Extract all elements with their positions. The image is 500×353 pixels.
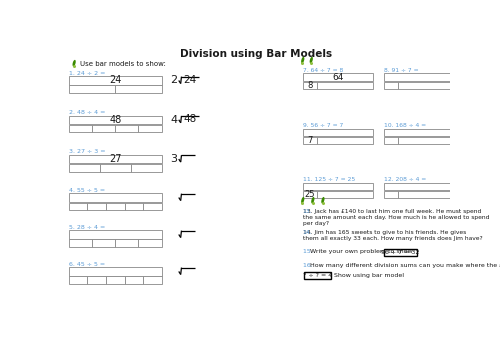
Bar: [138, 125, 162, 132]
Ellipse shape: [311, 197, 314, 203]
Text: 14. Jim has 165 sweets to give to his friends. He gives: 14. Jim has 165 sweets to give to his fr…: [303, 230, 466, 235]
Bar: [88, 203, 106, 210]
Text: 96 ÷ 7 = 32: 96 ÷ 7 = 32: [381, 251, 420, 256]
Bar: [143, 203, 162, 210]
Bar: [124, 276, 143, 284]
Text: Use bar models to show:: Use bar models to show:: [80, 61, 166, 67]
Bar: [143, 276, 162, 284]
Text: 4: 4: [170, 115, 177, 125]
Ellipse shape: [322, 197, 324, 203]
Text: 24: 24: [109, 76, 122, 85]
Text: 10. 168 ÷ 4 =: 10. 168 ÷ 4 =: [384, 123, 426, 128]
Bar: [92, 239, 115, 247]
Text: 11. 125 ÷ 7 = 25: 11. 125 ÷ 7 = 25: [303, 177, 355, 182]
Bar: [68, 164, 100, 172]
Text: 14.: 14.: [303, 230, 312, 235]
Text: 4. 55 ÷ 5 =: 4. 55 ÷ 5 =: [68, 188, 105, 193]
Text: 13.: 13.: [303, 209, 312, 214]
Text: per day?: per day?: [303, 221, 329, 226]
Bar: [303, 183, 372, 190]
Bar: [303, 191, 316, 198]
Bar: [304, 272, 330, 279]
Bar: [384, 128, 454, 136]
Bar: [68, 85, 115, 93]
Text: the same amount each day. How much is he allowed to spend: the same amount each day. How much is he…: [303, 215, 489, 220]
Text: them all exactly 33 each. How many friends does Jim have?: them all exactly 33 each. How many frien…: [303, 237, 482, 241]
Bar: [106, 203, 124, 210]
Bar: [68, 115, 162, 124]
Text: 8. 91 ÷ 7 =: 8. 91 ÷ 7 =: [384, 68, 419, 73]
Text: 48: 48: [109, 115, 122, 125]
Bar: [88, 276, 106, 284]
Bar: [124, 203, 143, 210]
Bar: [68, 203, 87, 210]
Text: 24: 24: [184, 75, 196, 85]
Bar: [316, 137, 372, 144]
Bar: [398, 191, 454, 198]
Text: 1. 24 ÷ 2 =: 1. 24 ÷ 2 =: [68, 71, 105, 76]
Text: 64: 64: [332, 72, 344, 82]
Bar: [398, 137, 454, 144]
Bar: [303, 73, 372, 81]
Bar: [398, 82, 454, 89]
Text: 15.: 15.: [303, 249, 314, 254]
Text: 5. 28 ÷ 4 =: 5. 28 ÷ 4 =: [68, 225, 105, 230]
Bar: [130, 164, 162, 172]
Text: 2: 2: [170, 76, 177, 85]
Text: 7. 64 ÷ 7 = 8: 7. 64 ÷ 7 = 8: [303, 68, 343, 73]
Text: ? ÷ ? = 4: ? ÷ ? = 4: [303, 273, 332, 278]
Bar: [303, 128, 372, 136]
Ellipse shape: [301, 57, 304, 63]
Text: 13. Jack has £140 to last him one full week. He must spend: 13. Jack has £140 to last him one full w…: [303, 209, 481, 214]
Bar: [303, 82, 316, 89]
Text: Show using bar model: Show using bar model: [334, 273, 404, 278]
Bar: [68, 230, 162, 239]
Bar: [92, 125, 115, 132]
Bar: [68, 125, 92, 132]
Bar: [100, 164, 130, 172]
Bar: [384, 73, 454, 81]
Bar: [316, 191, 372, 198]
Bar: [303, 137, 316, 144]
Ellipse shape: [301, 197, 304, 203]
Text: 7: 7: [307, 136, 312, 145]
Bar: [316, 82, 372, 89]
Text: 16.: 16.: [303, 263, 314, 268]
Text: 9. 56 ÷ 7 = 7: 9. 56 ÷ 7 = 7: [303, 123, 343, 128]
Text: Division using Bar Models: Division using Bar Models: [180, 49, 332, 59]
Bar: [68, 239, 92, 247]
Ellipse shape: [72, 60, 76, 66]
Text: 6. 45 ÷ 5 =: 6. 45 ÷ 5 =: [68, 262, 105, 267]
Bar: [106, 276, 124, 284]
Ellipse shape: [310, 57, 313, 63]
Text: 25: 25: [304, 190, 315, 199]
Text: 27: 27: [109, 154, 122, 164]
Bar: [384, 250, 416, 256]
Text: 3. 27 ÷ 3 =: 3. 27 ÷ 3 =: [68, 149, 105, 154]
Bar: [384, 191, 398, 198]
Bar: [68, 267, 162, 276]
Text: 2. 48 ÷ 4 =: 2. 48 ÷ 4 =: [68, 110, 105, 115]
Bar: [138, 239, 162, 247]
Text: Write your own problem to show: Write your own problem to show: [310, 249, 413, 254]
Bar: [68, 155, 162, 163]
Bar: [68, 276, 87, 284]
Bar: [115, 125, 138, 132]
Text: 12. 208 ÷ 4 =: 12. 208 ÷ 4 =: [384, 177, 426, 182]
Bar: [68, 76, 162, 85]
Text: 3: 3: [170, 154, 177, 164]
Text: 8: 8: [307, 80, 312, 90]
Bar: [384, 137, 398, 144]
Bar: [384, 183, 454, 190]
Bar: [384, 82, 398, 89]
Bar: [68, 193, 162, 202]
Bar: [115, 239, 138, 247]
Text: How many different division sums can you make where the answer is 4?: How many different division sums can you…: [310, 263, 500, 268]
Text: 48: 48: [184, 114, 196, 124]
Bar: [115, 85, 162, 93]
